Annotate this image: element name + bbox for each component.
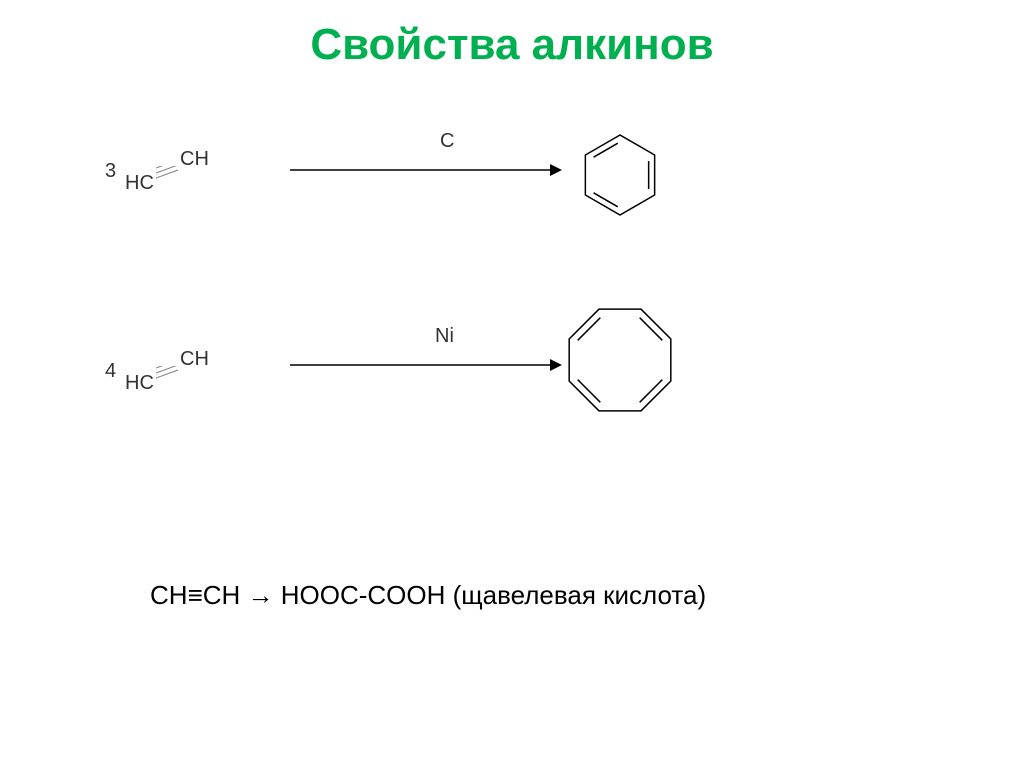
r1-triple-bond-icon <box>156 166 180 180</box>
r1-arrow-icon <box>290 160 564 180</box>
eq-lhs: CH <box>150 580 188 610</box>
slide: Свойства алкинов 3 HC CH C 4 HC CH Ni CH… <box>0 0 1024 768</box>
bottom-equation: CH≡CH → HOOC-COOH (щавелевая кислота) <box>150 580 706 611</box>
r2-hc: HC <box>125 372 154 395</box>
r2-ch: CH <box>180 348 209 371</box>
r1-coef: 3 <box>105 160 116 183</box>
r1-catalyst: C <box>440 130 454 153</box>
r1-benzene-icon <box>560 115 680 235</box>
title-text: Свойства алкинов <box>310 20 713 69</box>
r2-catalyst: Ni <box>435 325 454 348</box>
eq-arrow: → <box>248 580 274 610</box>
slide-title: Свойства алкинов <box>0 20 1024 70</box>
r2-triple-bond-icon <box>156 366 180 380</box>
r1-ch: CH <box>180 148 209 171</box>
eq-triple: ≡ <box>188 580 203 610</box>
eq-mid: CH <box>203 580 248 610</box>
r2-cot-icon <box>540 280 700 440</box>
eq-rhs: HOOC-COOH (щавелевая кислота) <box>274 580 707 610</box>
r2-arrow-icon <box>290 355 564 375</box>
r2-coef: 4 <box>105 360 116 383</box>
r1-hc: HC <box>125 172 154 195</box>
